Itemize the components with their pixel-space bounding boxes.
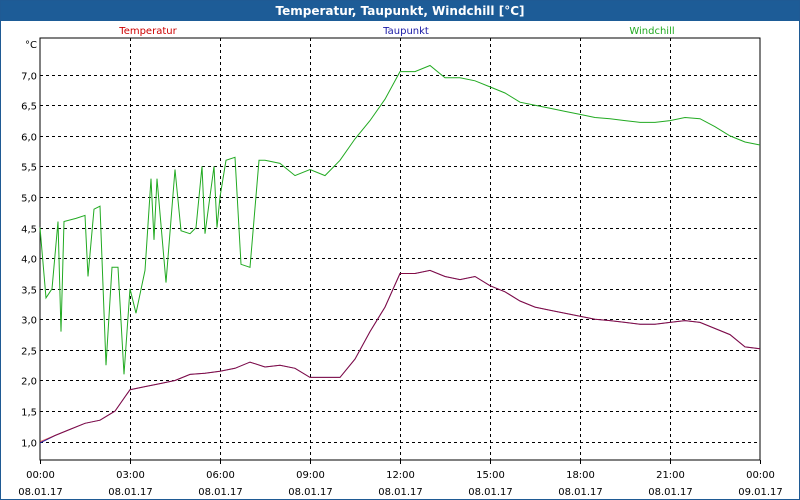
x-tick-time-label: 18:00 [566, 470, 595, 481]
y-tick-label: 2,0 [21, 377, 37, 388]
x-tick-date-label: 08.01.17 [558, 487, 603, 498]
series-line-temperatur [39, 269, 761, 443]
y-tick-label: 6,5 [21, 102, 37, 113]
y-tick-label: 4,5 [21, 225, 37, 236]
y-tick-label: 5,5 [21, 163, 37, 174]
legend-label-taupunkt: Taupunkt [382, 26, 429, 37]
y-axis-label: °C [25, 40, 37, 51]
x-tick-time-label: 03:00 [116, 470, 145, 481]
x-tick-date-label: 08.01.17 [288, 487, 333, 498]
y-tick-label: 1,5 [21, 408, 37, 419]
y-tick-label: 5,0 [21, 194, 37, 205]
y-tick-label: 3,5 [21, 286, 37, 297]
x-tick-time-label: 00:00 [26, 470, 55, 481]
x-tick-time-label: 06:00 [206, 470, 235, 481]
x-tick-date-label: 08.01.17 [468, 487, 513, 498]
x-tick-date-label: 08.01.17 [378, 487, 423, 498]
x-tick-time-label: 21:00 [656, 470, 685, 481]
x-tick-time-label: 15:00 [476, 470, 505, 481]
x-tick-date-label: 08.01.17 [18, 487, 63, 498]
y-tick-label: 2,5 [21, 347, 37, 358]
x-tick-time-label: 12:00 [386, 470, 415, 481]
y-tick-label: 7,0 [21, 72, 37, 83]
legend-label-temperatur: Temperatur [118, 26, 177, 37]
chart-title: Temperatur, Taupunkt, Windchill [°C] [1, 1, 799, 21]
x-tick-date-label: 08.01.17 [648, 487, 693, 498]
y-tick-label: 6,0 [21, 133, 37, 144]
x-tick-date-label: 08.01.17 [198, 487, 243, 498]
series-line-windchill [39, 64, 761, 375]
x-tick-time-label: 09:00 [296, 470, 325, 481]
y-tick-label: 3,0 [21, 316, 37, 327]
y-tick-label: 1,0 [21, 439, 37, 450]
x-tick-date-label: 09.01.17 [738, 487, 783, 498]
legend-label-windchill: Windchill [629, 26, 674, 37]
x-tick-date-label: 08.01.17 [108, 487, 153, 498]
y-tick-label: 4,0 [21, 255, 37, 266]
x-tick-time-label: 00:00 [746, 470, 775, 481]
